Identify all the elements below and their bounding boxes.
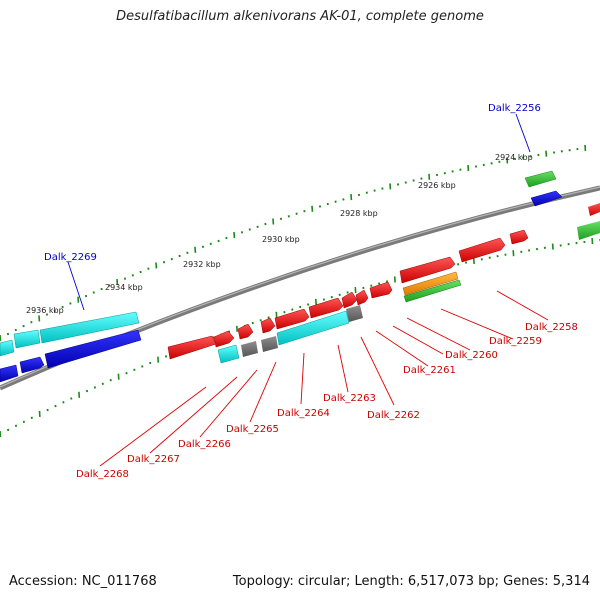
feature-arrow-cyan bbox=[276, 310, 350, 346]
feature-arrow-gray bbox=[241, 341, 258, 357]
feature-arrow-blue bbox=[44, 329, 142, 369]
feature-arrow-orange bbox=[402, 271, 459, 296]
feature-arrow-gray bbox=[261, 336, 278, 352]
gene-label-dalk-2261: Dalk_2261 bbox=[403, 365, 456, 376]
kbp-label-2924: 2924 kbp bbox=[495, 153, 533, 162]
feature-arrow-red bbox=[213, 330, 235, 348]
feature-arrow-red bbox=[369, 281, 393, 299]
kbp-label-2926: 2926 kbp bbox=[418, 181, 456, 190]
feature-arrow-red bbox=[260, 317, 276, 334]
genome-backbone bbox=[0, 185, 600, 391]
feature-arrow-red bbox=[588, 203, 600, 216]
kbp-label-2930: 2930 kbp bbox=[262, 235, 300, 244]
feature-arrow-red bbox=[509, 229, 529, 245]
gene-label-dalk-2266: Dalk_2266 bbox=[178, 439, 231, 450]
gene-label-dalk-2268: Dalk_2268 bbox=[76, 469, 129, 480]
gene-label-dalk-2265: Dalk_2265 bbox=[226, 424, 279, 435]
gene-label-dalk-2262: Dalk_2262 bbox=[367, 410, 420, 421]
label-leaders bbox=[67, 113, 549, 467]
feature-arrow-blue bbox=[0, 364, 19, 383]
gene-label-dalk-2259: Dalk_2259 bbox=[489, 336, 542, 347]
feature-track bbox=[0, 170, 600, 383]
gene-label-dalk-2269: Dalk_2269 bbox=[44, 252, 97, 263]
gene-labels: Dalk_2256 Dalk_2258 Dalk_2259 Dalk_2260 … bbox=[44, 103, 578, 480]
kbp-label-2928: 2928 kbp bbox=[340, 209, 378, 218]
gene-label-dalk-2256: Dalk_2256 bbox=[488, 103, 541, 114]
feature-arrow-gray bbox=[346, 305, 363, 322]
feature-arrow-blue bbox=[530, 190, 563, 207]
feature-arrow-green bbox=[577, 221, 600, 240]
feature-arrow-red bbox=[308, 297, 344, 319]
feature-arrow-red bbox=[167, 335, 217, 360]
accession-text: Accession: NC_011768 bbox=[9, 574, 157, 589]
gene-label-dalk-2267: Dalk_2267 bbox=[127, 454, 180, 465]
gene-label-dalk-2258: Dalk_2258 bbox=[525, 322, 578, 333]
gene-label-dalk-2263: Dalk_2263 bbox=[323, 393, 376, 404]
feature-arrow-blue bbox=[19, 356, 45, 374]
map-title: Desulfatibacillum alkenivorans AK-01, co… bbox=[116, 9, 484, 24]
genome-backbone-highlight bbox=[0, 186, 600, 388]
feature-arrow-red bbox=[355, 289, 369, 306]
kbp-label-2936: 2936 kbp bbox=[26, 306, 64, 315]
kbp-label-2934: 2934 kbp bbox=[105, 283, 143, 292]
topology-text: Topology: circular; Length: 6,517,073 bp… bbox=[232, 574, 590, 589]
feature-arrow-cyan bbox=[39, 311, 140, 344]
gene-label-dalk-2264: Dalk_2264 bbox=[277, 408, 330, 419]
feature-arrow-cyan bbox=[13, 329, 41, 349]
feature-arrow-red bbox=[458, 237, 506, 263]
feature-arrow-green bbox=[524, 170, 557, 188]
feature-arrow-cyan bbox=[0, 339, 15, 357]
gene-label-dalk-2260: Dalk_2260 bbox=[445, 350, 498, 361]
feature-arrow-red bbox=[274, 308, 310, 330]
feature-arrow-red bbox=[399, 256, 456, 284]
kbp-label-2932: 2932 kbp bbox=[183, 260, 221, 269]
feature-arrow-red bbox=[237, 323, 254, 340]
scale-ticks-outer bbox=[0, 144, 587, 342]
feature-arrow-cyan bbox=[217, 344, 240, 364]
feature-arrow-red bbox=[341, 291, 358, 309]
kbp-labels: 2924 kbp 2926 kbp 2928 kbp 2930 kbp 2932… bbox=[26, 153, 533, 315]
feature-arrow-green bbox=[403, 279, 462, 303]
